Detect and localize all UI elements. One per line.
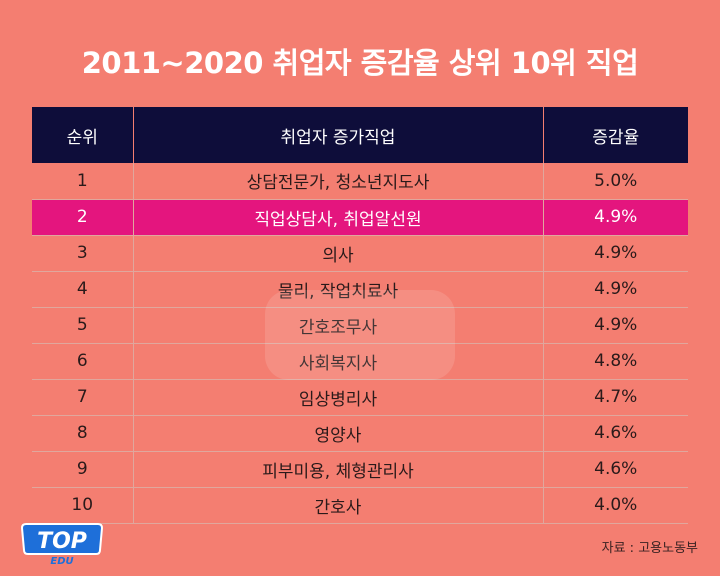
rank-cell: 1 (32, 163, 133, 200)
logo-sub-text: EDU (50, 556, 73, 566)
job-cell: 의사 (132, 235, 543, 272)
table-row: 3 의사 4.9% (32, 235, 688, 272)
table-row: 9 피부미용, 체형관리사 4.6% (32, 451, 688, 488)
column-header-rate: 증감율 (542, 107, 688, 163)
rate-cell: 4.8% (542, 343, 688, 380)
table-row: 7 임상병리사 4.7% (32, 379, 688, 416)
table-row: 6 사회복지사 4.8% (32, 343, 688, 380)
rank-cell: 2 (32, 199, 133, 236)
table-row: 5 간호조무사 4.9% (32, 307, 688, 344)
job-cell: 물리, 작업치료사 (132, 271, 543, 308)
job-cell: 피부미용, 체형관리사 (132, 451, 543, 488)
rate-cell: 4.9% (542, 271, 688, 308)
rate-cell: 4.7% (542, 379, 688, 416)
job-cell: 간호조무사 (132, 307, 543, 344)
top-edu-logo: TOP EDU (20, 523, 104, 566)
rank-cell: 8 (32, 415, 133, 452)
rank-cell: 4 (32, 271, 133, 308)
table-row: 4 물리, 작업치료사 4.9% (32, 271, 688, 308)
rank-cell: 5 (32, 307, 133, 344)
rate-cell: 4.9% (542, 307, 688, 344)
rank-cell: 6 (32, 343, 133, 380)
rank-cell: 7 (32, 379, 133, 416)
table-body: 1 상담전문가, 청소년지도사 5.0% 2 직업상담사, 취업알선원 4.9% 3 의사 4.… (32, 163, 688, 524)
job-cell: 영양사 (132, 415, 543, 452)
job-cell: 간호사 (132, 487, 543, 524)
rate-cell: 4.6% (542, 451, 688, 488)
table-row: 2 직업상담사, 취업알선원 4.9% (32, 199, 688, 236)
job-cell: 임상병리사 (132, 379, 543, 416)
table-row: 10 간호사 4.0% (32, 487, 688, 524)
column-header-job: 취업자 증가직업 (132, 107, 544, 163)
table-row: 1 상담전문가, 청소년지도사 5.0% (32, 163, 688, 200)
rate-cell: 4.9% (542, 199, 688, 236)
table-row: 8 영양사 4.6% (32, 415, 688, 452)
rate-cell: 5.0% (542, 163, 688, 200)
chart-title: 2011~2020 취업자 증감율 상위 10위 직업 (81, 46, 639, 80)
job-cell: 상담전문가, 청소년지도사 (132, 163, 543, 200)
logo-main-text: TOP (37, 529, 87, 554)
rank-cell: 10 (32, 487, 133, 524)
source-note: 자료 : 고용노동부 (601, 541, 698, 556)
rate-cell: 4.0% (542, 487, 688, 524)
rank-cell: 9 (32, 451, 133, 488)
column-header-rank: 순위 (32, 107, 134, 163)
table-header-row: 순위 취업자 증가직업 증감율 (32, 107, 688, 163)
ranking-table: 순위 취업자 증가직업 증감율 1 상담전문가, 청소년지도사 5.0% 2 직업상담사… (32, 107, 688, 524)
rate-cell: 4.9% (542, 235, 688, 272)
job-cell: 직업상담사, 취업알선원 (132, 199, 543, 236)
job-cell: 사회복지사 (132, 343, 543, 380)
rate-cell: 4.6% (542, 415, 688, 452)
rank-cell: 3 (32, 235, 133, 272)
